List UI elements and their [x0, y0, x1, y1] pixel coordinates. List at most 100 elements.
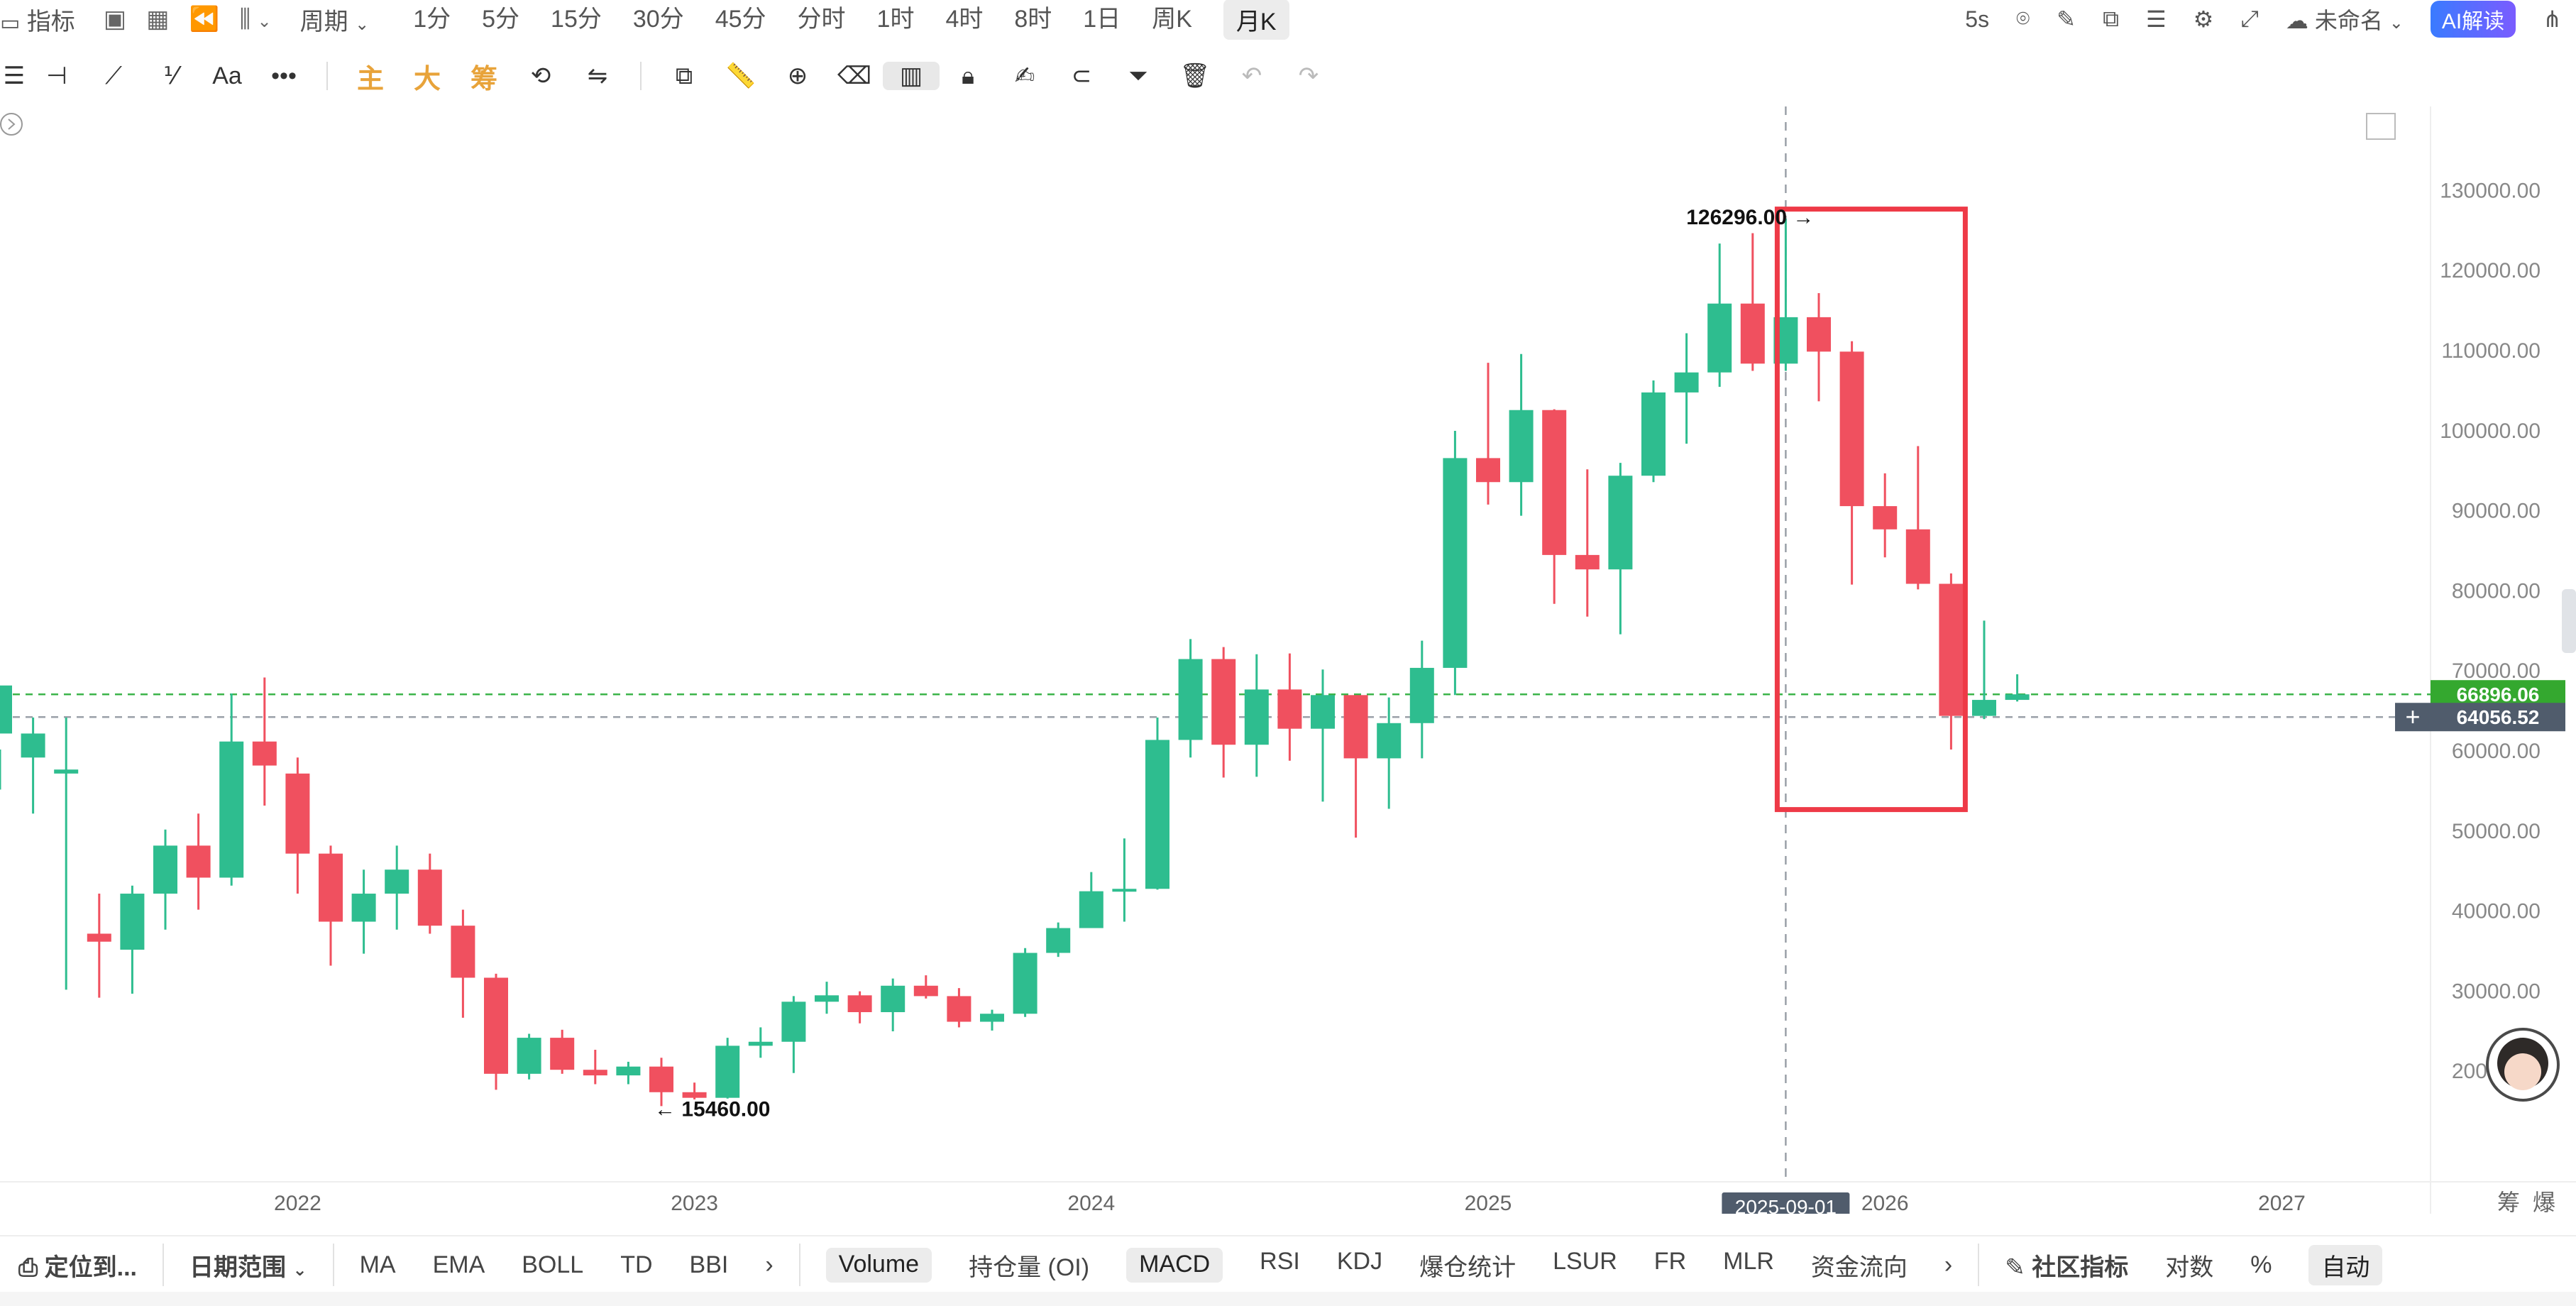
- candle-body[interactable]: [451, 926, 475, 978]
- workspace-dropdown[interactable]: ☁ 未命名 ⌄: [2286, 3, 2404, 35]
- candle-body[interactable]: [1343, 695, 1368, 759]
- sub-indicator-0[interactable]: Volume: [825, 1247, 932, 1283]
- share-icon[interactable]: ⋔: [2543, 6, 2562, 32]
- candles-view-icon[interactable]: ▥: [883, 62, 940, 90]
- candle-body[interactable]: [649, 1066, 673, 1092]
- candle-body[interactable]: [1674, 372, 1699, 393]
- add-alert-button[interactable]: [2395, 703, 2431, 732]
- candle-body[interactable]: [120, 894, 145, 950]
- sub-indicator-1[interactable]: 持仓量 (OI): [969, 1253, 1090, 1281]
- candle-body[interactable]: [1311, 695, 1335, 729]
- candle-body[interactable]: [186, 845, 211, 878]
- candle-body[interactable]: [947, 996, 971, 1022]
- axis-right-toggle[interactable]: 筹: [2497, 1190, 2520, 1215]
- candle-body[interactable]: [385, 869, 409, 894]
- candle-body[interactable]: [219, 741, 244, 878]
- copy-icon[interactable]: ⧉: [675, 62, 693, 89]
- bottom-scrollbar[interactable]: [0, 1292, 2576, 1306]
- sub-indicator-8[interactable]: MLR: [1723, 1247, 1774, 1275]
- candle-body[interactable]: [21, 733, 45, 758]
- candle-body[interactable]: [583, 1070, 607, 1076]
- chevron-right-icon[interactable]: ›: [765, 1251, 774, 1278]
- candle-body[interactable]: [417, 869, 442, 926]
- sub-indicator-7[interactable]: FR: [1653, 1247, 1687, 1275]
- magnet-icon[interactable]: ⊂: [1071, 62, 1092, 89]
- edit-list-icon[interactable]: ✍: [1014, 62, 1035, 89]
- candle-body[interactable]: [1211, 659, 1236, 745]
- candle-body[interactable]: [1641, 392, 1666, 476]
- candle-body[interactable]: [87, 933, 111, 942]
- candle-body[interactable]: [1244, 689, 1269, 745]
- timeframe-7[interactable]: 4时: [945, 5, 984, 33]
- candle-body[interactable]: [351, 894, 376, 922]
- date-range-dropdown[interactable]: 日期范围 ⌄: [189, 1248, 307, 1283]
- locate-button[interactable]: ⎙ 定位到...: [18, 1248, 137, 1283]
- candle-body[interactable]: [748, 1041, 773, 1046]
- camera-icon[interactable]: ⌾: [2016, 6, 2030, 31]
- sub-indicator-3[interactable]: RSI: [1260, 1247, 1300, 1275]
- more-tools[interactable]: •••: [271, 62, 297, 89]
- menu-icon[interactable]: ☰: [3, 62, 26, 89]
- timeframe-4[interactable]: 45分: [715, 5, 766, 33]
- candle-body[interactable]: [1839, 351, 1864, 507]
- timeframe-1[interactable]: 5分: [482, 5, 520, 33]
- eraser-icon[interactable]: ⌫: [837, 62, 872, 89]
- trend-line-icon[interactable]: ⟋: [105, 62, 122, 89]
- share-window-icon[interactable]: ⧉: [2103, 6, 2119, 31]
- candle-body[interactable]: [781, 1002, 806, 1042]
- pencil-icon[interactable]: ✎: [2057, 6, 2076, 32]
- undo-icon[interactable]: ↶: [1241, 62, 1262, 89]
- candle-body[interactable]: [0, 685, 12, 734]
- filter-icon[interactable]: ⏷: [1128, 62, 1148, 89]
- trash-icon[interactable]: 🗑︎: [1179, 62, 1211, 89]
- timeframe-3[interactable]: 30分: [632, 5, 684, 33]
- candle-body[interactable]: [1740, 303, 1765, 364]
- chevron-right-icon[interactable]: ›: [1944, 1251, 1953, 1278]
- candle-body[interactable]: [1807, 317, 1831, 352]
- candle-body[interactable]: [616, 1066, 641, 1076]
- candlestick-chart[interactable]: 130000.00 120000.00 110000.00 100000.00 9000…: [0, 106, 2576, 1221]
- timeframe-11[interactable]: 月K: [1223, 0, 1289, 40]
- percent-toggle[interactable]: %: [2250, 1251, 2272, 1278]
- collapse-icon[interactable]: [0, 113, 23, 136]
- candle-body[interactable]: [1476, 458, 1500, 483]
- candle-body[interactable]: [252, 741, 277, 766]
- candle-body[interactable]: [285, 773, 310, 854]
- fullscreen-icon[interactable]: ⤢: [2240, 6, 2259, 31]
- main-chart-toggle[interactable]: 主: [356, 64, 384, 94]
- horizontal-line-icon[interactable]: ⊣: [46, 62, 67, 89]
- text-tool[interactable]: Aa: [212, 62, 242, 89]
- fit-screen-icon[interactable]: [2366, 113, 2396, 140]
- candle-body[interactable]: [1575, 554, 1600, 570]
- community-indicators-button[interactable]: ✎ 社区指标: [2005, 1248, 2128, 1283]
- timeframe-5[interactable]: 分时: [797, 5, 846, 33]
- overlay-boll[interactable]: BOLL: [522, 1251, 584, 1278]
- sub-indicator-2[interactable]: MACD: [1126, 1247, 1223, 1283]
- candle-body[interactable]: [881, 985, 906, 1012]
- overlay-bbi[interactable]: BBI: [689, 1251, 729, 1278]
- fibonacci-icon[interactable]: ⅟: [163, 62, 177, 89]
- candle-body[interactable]: [2005, 694, 2030, 701]
- candle-body[interactable]: [1542, 410, 1567, 555]
- sub-indicator-9[interactable]: 资金流向: [1810, 1253, 1908, 1281]
- candle-body[interactable]: [1972, 700, 1996, 716]
- replay-icon[interactable]: ⟲: [530, 62, 551, 89]
- timeframe-6[interactable]: 1时: [876, 5, 915, 33]
- settings-icon[interactable]: ⚙: [2193, 6, 2214, 32]
- candle-body[interactable]: [682, 1092, 707, 1098]
- candle-body[interactable]: [1277, 689, 1302, 729]
- candle-body[interactable]: [1377, 723, 1402, 759]
- ruler-icon[interactable]: 📏: [725, 62, 756, 89]
- chevron-down-icon[interactable]: ⌄: [257, 12, 272, 31]
- big-order-toggle[interactable]: 大: [413, 64, 441, 94]
- candle-body[interactable]: [1707, 303, 1732, 373]
- candle-body[interactable]: [715, 1046, 740, 1098]
- candle-body[interactable]: [1409, 667, 1434, 723]
- rewind-icon[interactable]: ⏪: [189, 6, 220, 33]
- candle-body[interactable]: [1145, 740, 1169, 889]
- sub-indicator-4[interactable]: KDJ: [1336, 1247, 1383, 1275]
- candle-body[interactable]: [550, 1038, 575, 1070]
- candles-icon[interactable]: ⫼: [239, 6, 251, 33]
- log-scale-toggle[interactable]: 对数: [2165, 1253, 2214, 1281]
- candle-body[interactable]: [1046, 928, 1071, 953]
